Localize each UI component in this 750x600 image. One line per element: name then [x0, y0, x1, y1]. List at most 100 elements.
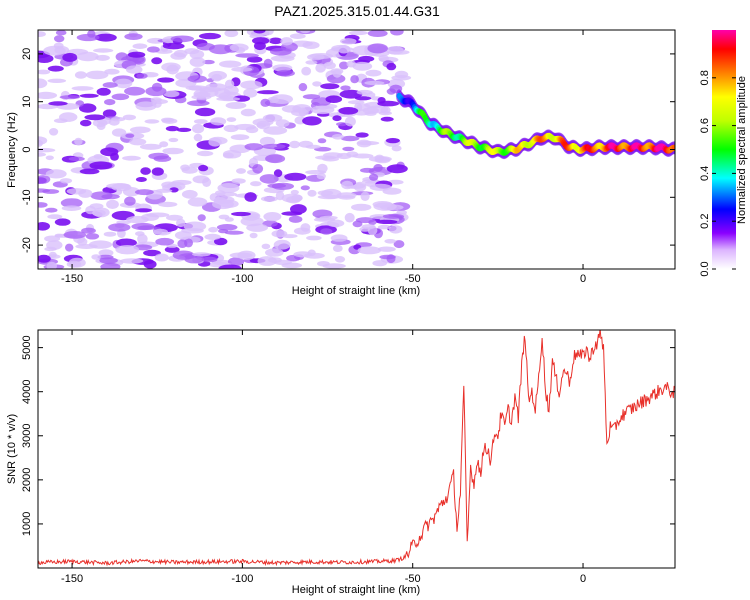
noise-blob — [166, 64, 179, 75]
noise-blob — [197, 214, 206, 222]
y-tick-label: 20 — [21, 48, 33, 60]
noise-blob — [47, 65, 64, 72]
noise-blob — [393, 240, 405, 249]
noise-blob — [217, 191, 237, 197]
snr-series-line — [38, 330, 675, 567]
noise-blob — [154, 253, 169, 262]
noise-blob — [108, 223, 131, 232]
noise-blob — [340, 135, 360, 142]
noise-blob — [208, 44, 233, 55]
noise-blob — [369, 173, 379, 181]
noise-blob — [139, 143, 162, 150]
noise-blob — [284, 172, 307, 181]
noise-blob — [347, 100, 365, 105]
noise-blob — [171, 179, 192, 186]
noise-blob — [301, 66, 312, 76]
noise-blob — [379, 254, 396, 260]
noise-blob — [317, 190, 334, 196]
noise-blob — [312, 81, 322, 87]
noise-blob — [71, 86, 94, 91]
noise-blob — [261, 143, 286, 150]
y-tick-label: 5000 — [21, 335, 33, 359]
noise-blob — [300, 30, 311, 34]
noise-blob — [38, 54, 54, 63]
noise-blob — [104, 68, 120, 75]
noise-blob — [231, 66, 253, 72]
noise-blob — [286, 196, 301, 204]
snr-x-axis-label: Height of straight line (km) — [292, 584, 420, 596]
noise-blob — [85, 70, 109, 80]
noise-blob — [54, 218, 71, 226]
noise-blob — [74, 71, 87, 79]
x-tick-label: -150 — [61, 573, 83, 585]
noise-blob — [124, 196, 136, 206]
noise-blob — [176, 127, 192, 132]
noise-blob — [317, 261, 330, 267]
x-tick-label: -50 — [405, 273, 421, 285]
noise-blob — [257, 90, 279, 95]
noise-blob — [173, 49, 188, 58]
noise-blob — [47, 214, 63, 220]
noise-blob — [346, 60, 357, 68]
noise-blob — [380, 106, 391, 114]
noise-blob — [385, 46, 404, 55]
noise-blob — [288, 215, 303, 223]
noise-blob — [80, 119, 92, 127]
snr-x-ticks: -150 -100 -50 0 — [61, 330, 586, 585]
noise-blob — [262, 220, 278, 228]
x-tick-label: -100 — [231, 573, 253, 585]
noise-blob — [339, 61, 349, 70]
noise-blob — [170, 35, 194, 43]
noise-blob — [95, 33, 117, 42]
noise-blob — [229, 43, 249, 52]
noise-blob — [98, 249, 114, 257]
noise-blob — [386, 88, 396, 95]
noise-blob — [46, 261, 57, 269]
noise-blob — [188, 85, 203, 91]
colorbar-tick-label: 0.2 — [699, 214, 711, 229]
x-tick-label: -50 — [405, 573, 421, 585]
colorbar-tick-label: 0.4 — [699, 166, 711, 181]
noise-blob — [45, 207, 58, 213]
noise-blob — [122, 187, 140, 197]
noise-blob — [352, 61, 373, 71]
noise-blob — [326, 219, 345, 228]
noise-blob — [240, 108, 256, 117]
noise-blob — [360, 191, 370, 201]
noise-blob — [214, 237, 228, 246]
snr-plot-area — [38, 330, 675, 568]
colorbar: 0.0 0.2 0.4 0.6 0.8 Normalized spectral ampl… — [699, 30, 748, 277]
noise-blob — [140, 167, 151, 175]
spectrogram-noise-region — [38, 30, 412, 269]
noise-blob — [267, 183, 287, 188]
noise-blob — [176, 218, 186, 228]
noise-blob — [326, 74, 346, 84]
noise-blob — [253, 30, 266, 34]
noise-blob — [104, 99, 116, 106]
noise-blob — [209, 193, 220, 202]
noise-blob — [354, 96, 372, 101]
noise-blob — [344, 116, 356, 127]
noise-blob — [163, 90, 180, 98]
noise-blob — [244, 143, 264, 151]
noise-blob — [96, 87, 111, 96]
noise-blob — [342, 146, 355, 152]
noise-blob — [38, 152, 46, 157]
noise-blob — [193, 133, 203, 142]
noise-blob — [93, 48, 114, 53]
noise-blob — [122, 155, 141, 161]
noise-blob — [340, 38, 357, 45]
noise-blob — [338, 107, 359, 115]
noise-blob — [374, 156, 391, 164]
noise-blob — [147, 46, 160, 53]
noise-blob — [79, 168, 100, 175]
noise-blob — [289, 33, 306, 39]
noise-blob — [235, 53, 259, 58]
noise-blob — [275, 119, 290, 128]
noise-blob — [358, 55, 375, 62]
noise-blob — [382, 213, 405, 219]
noise-blob — [388, 225, 403, 234]
noise-blob — [316, 172, 326, 180]
noise-blob — [135, 177, 147, 182]
